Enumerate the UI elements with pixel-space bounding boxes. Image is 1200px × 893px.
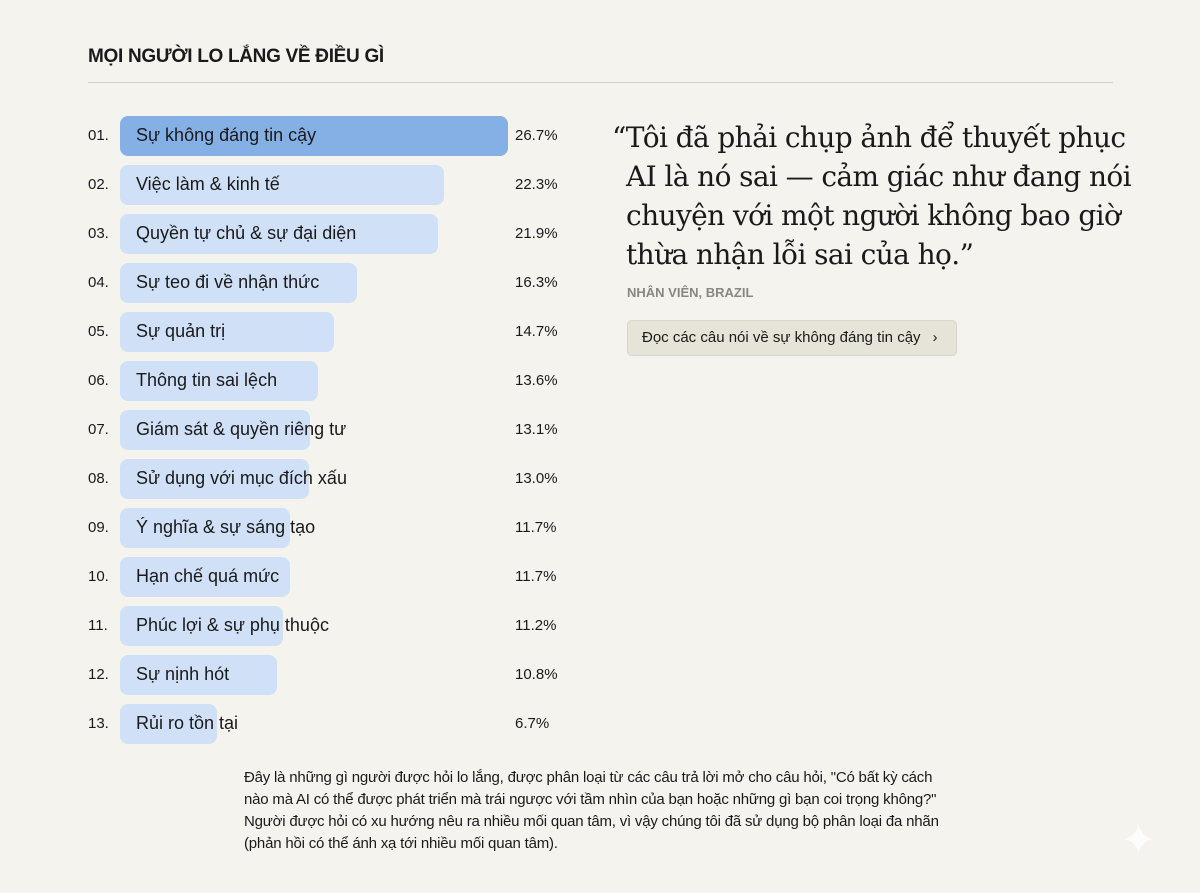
value-label: 11.7% — [515, 519, 557, 536]
quote-text: “Tôi đã phải chụp ảnh để thuyết phục AI … — [612, 121, 1132, 271]
value-label: 14.7% — [515, 323, 558, 340]
bar-row: 03. Quyền tự chủ & sự đại diện 21.9% — [0, 214, 600, 254]
rank-label: 06. — [88, 372, 109, 389]
bar — [120, 263, 357, 303]
bar-row: 06. Thông tin sai lệch 13.6% — [0, 361, 600, 401]
divider — [88, 82, 1113, 83]
bar-row: 02. Việc làm & kinh tế 22.3% — [0, 165, 600, 205]
quote-attribution: NHÂN VIÊN, BRAZIL — [627, 285, 754, 300]
bar-row: 08. Sử dụng với mục đích xấu 13.0% — [0, 459, 600, 499]
value-label: 13.1% — [515, 421, 558, 438]
bar — [120, 312, 334, 352]
bar-row: 01. Sự không đáng tin cậy 26.7% — [0, 116, 600, 156]
value-label: 6.7% — [515, 715, 550, 732]
read-quotes-button[interactable]: Đọc các câu nói về sự không đáng tin cậy… — [627, 320, 957, 356]
bar — [120, 508, 290, 548]
rank-label: 09. — [88, 519, 109, 536]
bar — [120, 606, 283, 646]
rank-label: 10. — [88, 568, 109, 585]
chevron-right-icon: › — [932, 329, 938, 346]
footnote: Đây là những gì người được hỏi lo lắng, … — [244, 769, 939, 852]
rank-label: 11. — [88, 617, 108, 634]
category-label: Việc làm & kinh tế — [136, 174, 280, 194]
sparkle-icon: ✦ — [1120, 816, 1157, 865]
bar-row: 10. Hạn chế quá mức 11.7% — [0, 557, 600, 597]
category-label: Sự không đáng tin cậy — [136, 125, 317, 145]
bar-row: 04. Sự teo đi về nhận thức 16.3% — [0, 263, 600, 303]
bar-row: 11. Phúc lợi & sự phụ thuộc 11.2% — [0, 606, 600, 646]
bar-row: 13. Rủi ro tồn tại 6.7% — [0, 704, 600, 744]
bar — [120, 410, 310, 450]
bar — [120, 704, 217, 744]
value-label: 10.8% — [515, 666, 558, 683]
rank-label: 04. — [88, 274, 109, 291]
rank-label: 03. — [88, 225, 109, 242]
bar — [120, 165, 444, 205]
category-label: Quyền tự chủ & sự đại diện — [136, 223, 357, 243]
category-label: Thông tin sai lệch — [136, 370, 278, 390]
category-label: Sự teo đi về nhận thức — [136, 272, 320, 292]
rank-label: 08. — [88, 470, 109, 487]
rank-label: 07. — [88, 421, 109, 438]
value-label: 16.3% — [515, 274, 558, 291]
bar-row: 05. Sự quản trị 14.7% — [0, 312, 600, 352]
category-label: Sự quản trị — [136, 321, 226, 341]
chart-title: MỌI NGƯỜI LO LẮNG VỀ ĐIỀU GÌ — [88, 46, 384, 67]
category-label: Phúc lợi & sự phụ thuộc — [136, 615, 329, 635]
value-label: 11.7% — [515, 568, 557, 585]
read-quotes-label: Đọc các câu nói về sự không đáng tin cậy — [642, 329, 921, 346]
rank-label: 01. — [88, 127, 109, 144]
category-label: Rủi ro tồn tại — [136, 713, 239, 733]
value-label: 11.2% — [515, 617, 557, 634]
rank-label: 05. — [88, 323, 109, 340]
bar — [120, 459, 309, 499]
rank-label: 12. — [88, 666, 109, 683]
bar — [120, 557, 290, 597]
bar — [120, 655, 277, 695]
value-label: 21.9% — [515, 225, 558, 242]
category-label: Sử dụng với mục đích xấu — [136, 468, 347, 488]
value-label: 22.3% — [515, 176, 558, 193]
rank-label: 13. — [88, 715, 109, 732]
category-label: Hạn chế quá mức — [136, 566, 280, 586]
bar-row: 09. Ý nghĩa & sự sáng tạo 11.7% — [0, 508, 600, 548]
category-label: Sự nịnh hót — [136, 664, 230, 684]
bar-row: 12. Sự nịnh hót 10.8% — [0, 655, 600, 695]
value-label: 13.0% — [515, 470, 558, 487]
value-label: 26.7% — [515, 127, 558, 144]
category-label: Ý nghĩa & sự sáng tạo — [136, 517, 316, 537]
bar-row: 07. Giám sát & quyền riêng tư 13.1% — [0, 410, 600, 450]
value-label: 13.6% — [515, 372, 558, 389]
bar — [120, 116, 508, 156]
bar — [120, 361, 318, 401]
category-label: Giám sát & quyền riêng tư — [136, 419, 347, 439]
rank-label: 02. — [88, 176, 109, 193]
bar — [120, 214, 438, 254]
